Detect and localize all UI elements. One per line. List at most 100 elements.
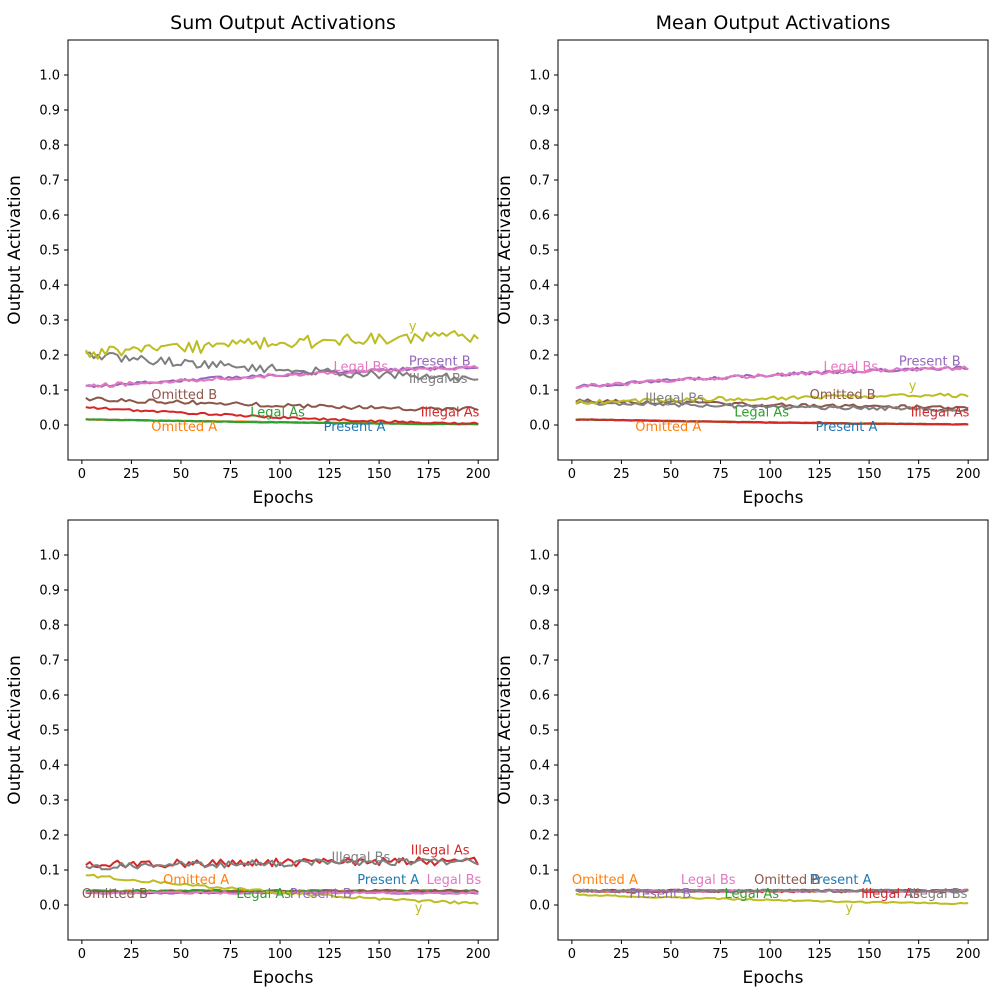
series-label: Illegal As — [421, 405, 480, 420]
series-label: Omitted A — [151, 420, 217, 435]
y-tick-label: 0.0 — [39, 419, 60, 434]
series-label: Omitted B — [810, 388, 876, 403]
y-tick-label: 0.5 — [39, 244, 60, 259]
subplot-title: Mean Output Activations — [656, 12, 891, 34]
y-tick-label: 0.2 — [529, 829, 550, 844]
y-tick-label: 0.8 — [529, 139, 550, 154]
x-tick-label: 150 — [367, 467, 392, 482]
x-tick-label: 200 — [466, 947, 491, 962]
series-label: Illegal As — [411, 843, 470, 858]
series-label: Illegal As — [911, 405, 970, 420]
y-axis-label: Output Activation — [5, 175, 25, 325]
y-tick-label: 0.0 — [529, 899, 550, 914]
series-line-legal-as — [85, 418, 479, 426]
subplot-3: Illegal As Illegal Bs Omitted A Present A Le… — [5, 519, 499, 988]
series-label: Legal Bs — [427, 873, 482, 888]
x-tick-label: 50 — [663, 947, 680, 962]
y-tick-label: 0.6 — [529, 209, 550, 224]
series-line-illegal-as — [85, 406, 479, 426]
x-tick-label: 75 — [222, 947, 239, 962]
x-tick-label: 25 — [123, 467, 140, 482]
y-tick-label: 0.3 — [39, 314, 60, 329]
x-axis-label: Epochs — [253, 968, 314, 988]
series-label: Present B — [409, 355, 471, 370]
x-tick-label: 75 — [712, 467, 729, 482]
x-tick-label: 0 — [78, 947, 86, 962]
y-tick-label: 0.9 — [39, 584, 60, 599]
series-label: Present A — [810, 873, 872, 888]
x-tick-label: 200 — [466, 467, 491, 482]
y-tick-label: 0.3 — [529, 314, 550, 329]
y-tick-label: 1.0 — [529, 549, 550, 564]
series-label: y — [409, 320, 417, 335]
series-label: Illegal Bs — [409, 372, 468, 387]
y-tick-label: 0.4 — [529, 759, 550, 774]
series-line-omitted-b — [85, 396, 479, 412]
y-tick-label: 0.5 — [529, 244, 550, 259]
series-line-y — [575, 392, 969, 405]
x-tick-label: 50 — [663, 467, 680, 482]
x-tick-label: 125 — [807, 467, 832, 482]
y-tick-label: 0.8 — [39, 139, 60, 154]
x-tick-label: 200 — [956, 947, 981, 962]
series-label: Omitted A — [635, 420, 701, 435]
series-label: Present B — [899, 355, 961, 370]
series-label: y — [845, 901, 853, 916]
series-label: Legal Bs — [334, 360, 389, 375]
series-label: Legal As — [236, 887, 291, 902]
y-tick-label: 0.3 — [529, 794, 550, 809]
y-tick-label: 1.0 — [39, 69, 60, 84]
x-tick-label: 75 — [712, 947, 729, 962]
y-tick-label: 0.4 — [39, 279, 60, 294]
y-tick-label: 1.0 — [529, 69, 550, 84]
series-line-illegal-bs — [85, 351, 479, 383]
x-axis-label: Epochs — [743, 968, 804, 988]
x-tick-label: 175 — [906, 467, 931, 482]
series-label: Legal Bs — [681, 873, 736, 888]
y-tick-label: 0.9 — [529, 584, 550, 599]
x-tick-label: 150 — [857, 947, 882, 962]
y-tick-label: 0.7 — [529, 654, 550, 669]
x-tick-label: 100 — [268, 947, 293, 962]
y-tick-label: 0.2 — [39, 829, 60, 844]
series-label: Legal As — [734, 405, 789, 420]
x-tick-label: 75 — [222, 467, 239, 482]
y-tick-label: 0.1 — [39, 384, 60, 399]
series-line-legal-bs — [575, 365, 969, 390]
x-tick-label: 50 — [173, 467, 190, 482]
y-tick-label: 0.4 — [39, 759, 60, 774]
y-tick-label: 0.7 — [529, 174, 550, 189]
y-tick-label: 0.8 — [39, 619, 60, 634]
y-tick-label: 0.3 — [39, 794, 60, 809]
y-tick-label: 0.5 — [39, 724, 60, 739]
series-line-y — [85, 873, 479, 906]
y-tick-label: 0.7 — [39, 174, 60, 189]
x-tick-label: 50 — [173, 947, 190, 962]
x-tick-label: 125 — [807, 947, 832, 962]
x-tick-label: 0 — [568, 947, 576, 962]
subplot-2: Mean Output Activations Present B Legal Bs… — [495, 12, 989, 508]
x-tick-label: 175 — [416, 947, 441, 962]
series-label: Present B — [290, 887, 352, 902]
series-line-y — [575, 892, 969, 906]
series-line-illegal-bs — [575, 399, 969, 413]
x-tick-label: 100 — [268, 467, 293, 482]
x-tick-label: 175 — [416, 467, 441, 482]
x-tick-label: 100 — [758, 947, 783, 962]
x-tick-label: 25 — [613, 467, 630, 482]
y-axis-label: Output Activation — [5, 655, 25, 805]
series-label: Illegal Bs — [909, 887, 968, 902]
series-line-y — [84, 330, 479, 360]
y-tick-label: 0.9 — [39, 104, 60, 119]
y-axis-label: Output Activation — [495, 655, 515, 805]
series-label: Present B — [629, 887, 691, 902]
y-tick-label: 0.5 — [529, 724, 550, 739]
series-line-legal-bs — [85, 365, 479, 388]
series-label: Present A — [816, 420, 878, 435]
y-tick-label: 0.1 — [529, 864, 550, 879]
x-tick-label: 125 — [317, 947, 342, 962]
y-tick-label: 0.6 — [529, 689, 550, 704]
series-label: Omitted B — [82, 887, 148, 902]
